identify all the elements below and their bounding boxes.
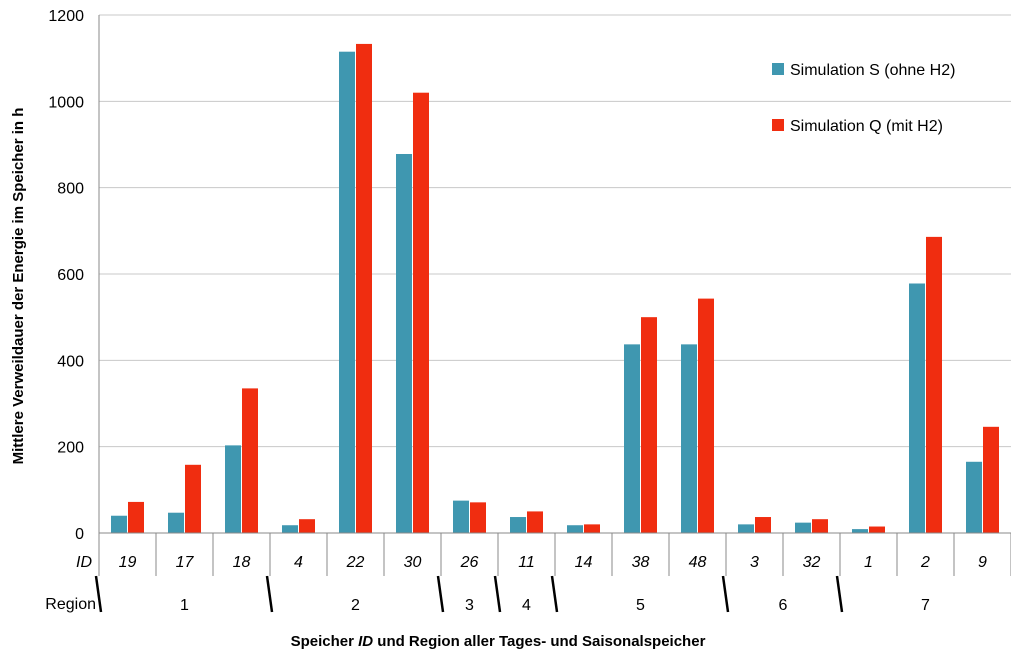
region-label: 2 bbox=[351, 597, 360, 614]
y-tick-label: 0 bbox=[75, 526, 84, 543]
bar-simulation-s-9 bbox=[966, 461, 982, 533]
y-tick-label: 200 bbox=[57, 440, 84, 457]
region-separator bbox=[835, 575, 844, 613]
region-label: 1 bbox=[180, 597, 189, 614]
id-row-label: ID bbox=[76, 554, 92, 571]
region-separator bbox=[493, 575, 502, 613]
bar-simulation-s-11 bbox=[510, 517, 526, 533]
region-separator bbox=[436, 575, 445, 613]
bars bbox=[111, 43, 999, 534]
bar-simulation-s-48 bbox=[681, 344, 697, 533]
id-label: 38 bbox=[632, 554, 650, 571]
id-label: 26 bbox=[460, 554, 479, 571]
bar-simulation-q-9 bbox=[983, 426, 999, 533]
id-label: 48 bbox=[689, 554, 707, 571]
bar-simulation-q-18 bbox=[242, 388, 258, 533]
id-label: 11 bbox=[518, 554, 535, 571]
id-label: 2 bbox=[920, 554, 930, 571]
legend-swatch-simulation-q bbox=[772, 119, 784, 131]
id-label: 32 bbox=[803, 554, 821, 571]
y-tick-label: 400 bbox=[57, 353, 84, 370]
id-label: 9 bbox=[978, 554, 987, 571]
region-label: 5 bbox=[636, 597, 645, 614]
bar-simulation-s-26 bbox=[453, 500, 469, 533]
id-label: 22 bbox=[346, 554, 365, 571]
bar-simulation-s-38 bbox=[624, 344, 640, 533]
x-axis-title-part-1: Speicher bbox=[291, 633, 359, 650]
bar-simulation-q-30 bbox=[413, 92, 429, 533]
y-axis-title: Mittlere Verweildauer der Energie im Spe… bbox=[10, 108, 27, 465]
bar-simulation-s-17 bbox=[168, 512, 184, 533]
bar-simulation-q-11 bbox=[527, 511, 543, 533]
bar-simulation-s-14 bbox=[567, 525, 583, 533]
bar-simulation-q-26 bbox=[470, 502, 486, 533]
id-label: 17 bbox=[176, 554, 195, 571]
bar-simulation-s-30 bbox=[396, 153, 412, 533]
region-separator bbox=[721, 575, 730, 613]
id-label: 3 bbox=[750, 554, 759, 571]
bar-simulation-s-18 bbox=[225, 445, 241, 533]
id-label: 30 bbox=[404, 554, 422, 571]
x-axis-title-part-2: ID bbox=[358, 633, 373, 650]
bar-simulation-q-3 bbox=[755, 517, 771, 533]
id-label: 14 bbox=[575, 554, 593, 571]
bar-simulation-s-1 bbox=[852, 529, 868, 533]
bar-simulation-q-4 bbox=[299, 519, 315, 533]
y-tick-label: 1200 bbox=[48, 8, 84, 25]
region-label: 4 bbox=[522, 597, 531, 614]
bar-simulation-q-17 bbox=[185, 464, 201, 533]
axes: 0 200 400 600 800 1000 1200 bbox=[48, 8, 1011, 543]
legend: Simulation S (ohne H2) Simulation Q (mit … bbox=[772, 62, 955, 135]
bar-simulation-q-1 bbox=[869, 526, 885, 533]
region-separator bbox=[94, 575, 103, 613]
bar-simulation-s-32 bbox=[795, 522, 811, 533]
bar-simulation-s-3 bbox=[738, 524, 754, 533]
bar-simulation-s-4 bbox=[282, 525, 298, 533]
bar-simulation-q-19 bbox=[128, 501, 144, 533]
bar-simulation-q-48 bbox=[698, 298, 714, 533]
legend-label-simulation-s: Simulation S (ohne H2) bbox=[790, 62, 955, 79]
id-label: 18 bbox=[233, 554, 251, 571]
bar-simulation-q-22 bbox=[356, 43, 372, 534]
x-axis-title: Speicher ID und Region aller Tages- und … bbox=[291, 633, 706, 650]
region-label: 6 bbox=[779, 597, 788, 614]
region-row-label: Region bbox=[45, 596, 96, 613]
id-label: 1 bbox=[864, 554, 873, 571]
x-axis-title-part-3: und Region aller Tages- und Saisonalspei… bbox=[373, 633, 705, 650]
bar-simulation-s-19 bbox=[111, 515, 127, 533]
bar-simulation-q-14 bbox=[584, 524, 600, 533]
region-separator bbox=[265, 575, 274, 613]
bar-simulation-q-38 bbox=[641, 317, 657, 533]
id-label: 19 bbox=[119, 554, 137, 571]
legend-swatch-simulation-s bbox=[772, 63, 784, 75]
region-label: 7 bbox=[921, 597, 930, 614]
region-separator bbox=[550, 575, 559, 613]
bar-simulation-q-2 bbox=[926, 236, 942, 534]
legend-label-simulation-q: Simulation Q (mit H2) bbox=[790, 118, 943, 135]
x-labels: ID Region 19 17 18 4 22 30 26 11 14 38 48 3 32 1 2 9 1 2 3 4 5… bbox=[45, 533, 1011, 614]
y-tick-label: 1000 bbox=[48, 94, 84, 111]
y-tick-label: 800 bbox=[57, 181, 84, 198]
bar-simulation-q-32 bbox=[812, 519, 828, 533]
bar-simulation-s-22 bbox=[339, 51, 355, 534]
y-tick-label: 600 bbox=[57, 267, 84, 284]
bar-simulation-s-2 bbox=[909, 283, 925, 533]
gridlines bbox=[99, 14, 1011, 448]
region-label: 3 bbox=[465, 597, 474, 614]
id-label: 4 bbox=[294, 554, 303, 571]
